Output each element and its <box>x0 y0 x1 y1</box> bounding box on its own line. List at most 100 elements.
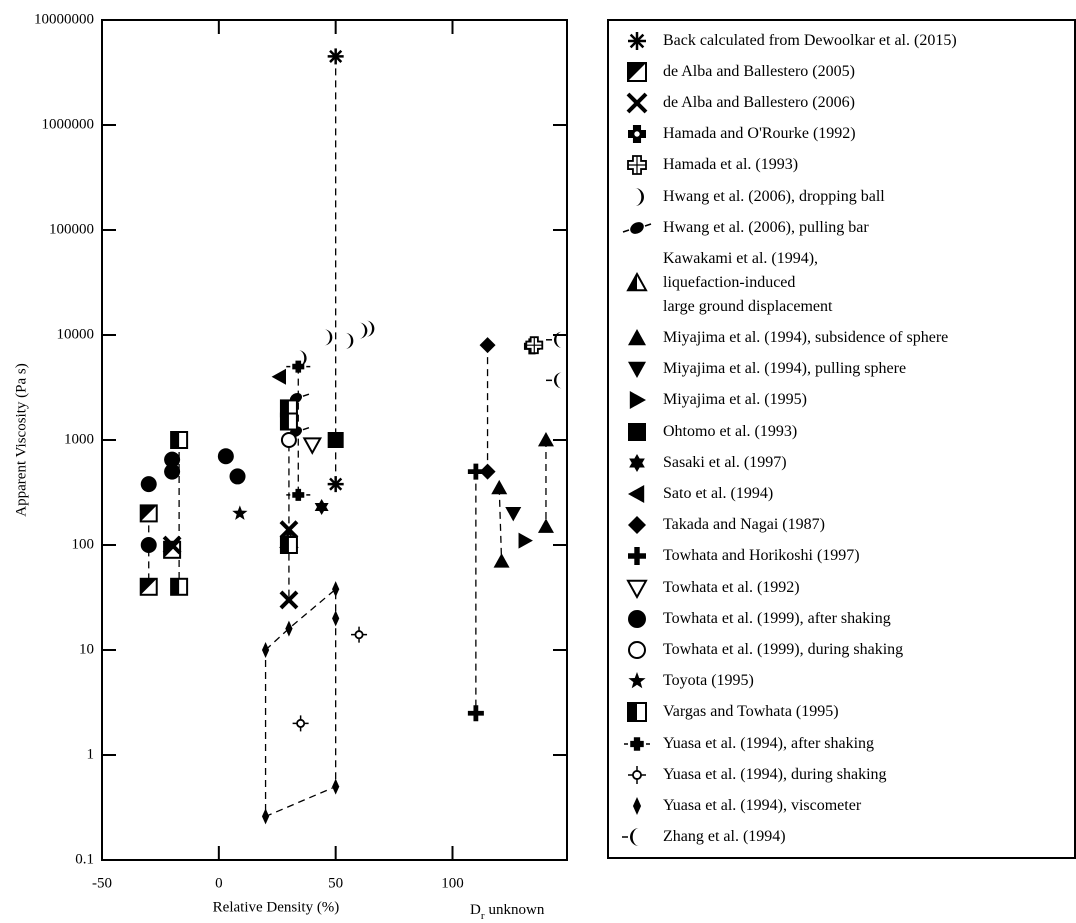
marker-part <box>628 62 646 81</box>
legend-symbol <box>628 31 646 50</box>
legend-entry: Miyajima et al. (1995) <box>609 388 1074 412</box>
marker-part <box>164 463 181 480</box>
x-tick-label: -50 <box>92 875 112 891</box>
marker-part <box>366 320 375 337</box>
legend-entry: Vargas and Towhata (1995) <box>609 700 1074 724</box>
marker-part <box>632 796 642 815</box>
marker-part <box>629 458 645 472</box>
legend-entry: Hwang et al. (2006), dropping ball <box>609 185 1074 209</box>
legend-symbol <box>628 125 646 144</box>
marker-part <box>229 468 246 485</box>
marker-part <box>140 537 157 553</box>
range-line <box>264 587 337 818</box>
marker-part <box>628 547 646 566</box>
legend-marker <box>628 547 646 566</box>
marker-part <box>628 703 637 722</box>
legend-marker <box>626 271 648 292</box>
marker-part <box>332 581 340 598</box>
legend-label: de Alba and Ballestero (2006) <box>663 93 855 111</box>
legend-symbol <box>627 61 647 82</box>
legend-marker <box>632 796 642 815</box>
data-point <box>479 463 496 480</box>
marker-part <box>296 718 306 728</box>
marker-part <box>292 360 305 373</box>
legend-label: Yuasa et al. (1994), viscometer <box>663 796 862 814</box>
marker-part <box>553 372 562 389</box>
marker-part <box>491 479 508 495</box>
legend-symbol <box>629 453 645 472</box>
marker-part <box>493 553 510 568</box>
legend-entry: Yuasa et al. (1994), after shaking <box>609 732 1074 756</box>
legend-entry: Back calculated from Dewoolkar et al. (2… <box>609 29 1074 53</box>
legend-entry: Miyajima et al. (1994), subsidence of sp… <box>609 326 1074 350</box>
legend-label: Towhata et al. (1999), during shaking <box>663 640 904 658</box>
marker-part <box>505 506 522 522</box>
marker-part <box>324 329 333 346</box>
data-point <box>271 368 286 385</box>
marker-part <box>217 448 234 465</box>
marker-part <box>628 672 646 689</box>
legend-marker <box>628 485 645 504</box>
legend-entry: Towhata and Horikoshi (1997) <box>609 544 1074 568</box>
data-point <box>332 581 340 598</box>
data-point <box>292 715 309 732</box>
marker-part <box>314 503 329 516</box>
legend-symbol <box>627 702 647 723</box>
marker-part <box>479 463 496 480</box>
legend-label: Back calculated from Dewoolkar et al. (2… <box>663 31 957 49</box>
marker-part <box>626 92 648 114</box>
legend-marker <box>628 422 646 441</box>
data-point <box>140 476 157 493</box>
data-point <box>467 463 484 480</box>
unknown-label-rest: unknown <box>489 902 545 918</box>
legend-symbol <box>626 271 648 292</box>
legend-symbol <box>624 736 650 751</box>
unknown-label: Dr unknown <box>470 902 545 921</box>
legend-marker <box>628 609 646 628</box>
marker-part <box>332 610 340 627</box>
legend-entry: de Alba and Ballestero (2006) <box>609 91 1074 115</box>
y-tick-label: 1000 <box>64 431 94 447</box>
legend-symbol <box>622 828 639 847</box>
legend-label: Sasaki et al. (1997) <box>663 453 787 471</box>
data-point <box>279 399 298 418</box>
legend-entry: Sasaki et al. (1997) <box>609 451 1074 475</box>
marker-part <box>298 350 307 367</box>
legend-entry: Zhang et al. (1994) <box>609 825 1074 849</box>
data-point <box>140 537 157 553</box>
legend-label: Ohtomo et al. (1993) <box>663 422 798 440</box>
y-tick-label: 1000000 <box>42 116 95 132</box>
legend-marker <box>626 579 648 599</box>
marker-part <box>279 590 299 610</box>
marker-part <box>140 505 157 522</box>
data-point <box>280 432 297 448</box>
marker-part <box>292 488 305 501</box>
legend-label: Vargas and Towhata (1995) <box>663 703 839 721</box>
legend-label: Hwang et al. (2006), pulling bar <box>663 218 869 236</box>
marker-part <box>332 778 340 795</box>
y-tick-label: 10 <box>79 641 94 657</box>
legend-entry: Towhata et al. (1992) <box>609 576 1074 600</box>
legend-label: Towhata and Horikoshi (1997) <box>663 547 860 565</box>
marker-part <box>479 337 496 354</box>
data-point <box>261 808 270 825</box>
y-tick-label: 100000 <box>49 221 94 237</box>
legend-label: Kawakami et al. (1994), liquefaction-ind… <box>663 249 833 315</box>
data-point <box>163 540 182 559</box>
marker-part <box>622 229 630 233</box>
data-point <box>351 626 368 643</box>
marker-part <box>285 620 293 637</box>
marker-part <box>632 769 642 780</box>
marker-part <box>162 535 182 555</box>
marker-part <box>280 400 289 417</box>
y-tick-label: 100 <box>72 536 95 552</box>
legend-label: Hamada et al. (1993) <box>663 156 799 174</box>
marker-part <box>518 532 533 549</box>
legend-symbol <box>628 329 646 346</box>
marker-part <box>537 432 554 447</box>
legend-symbol <box>628 422 646 441</box>
legend-symbol <box>628 672 646 689</box>
legend-marker <box>624 736 650 751</box>
data-point <box>537 432 554 447</box>
legend-marker <box>628 125 646 144</box>
